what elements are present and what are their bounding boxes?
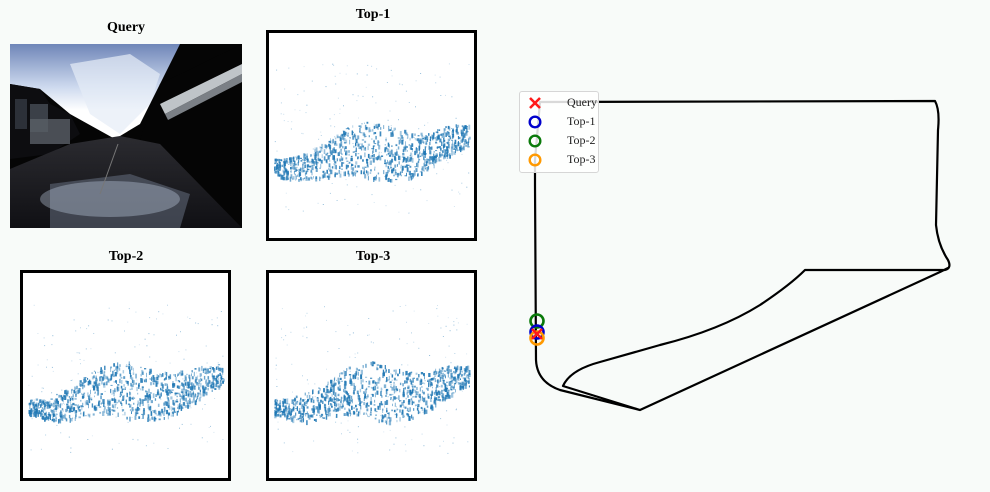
legend-item-top2: Top-2 — [526, 132, 598, 150]
top1-title: Top-1 — [355, 7, 391, 22]
circle-marker-icon — [528, 115, 542, 129]
top1-marker — [529, 324, 545, 340]
point-cloud-points — [274, 304, 471, 454]
query-camera-image — [10, 44, 242, 228]
top3-title: Top-3 — [355, 249, 391, 264]
top2-title: Top-2 — [108, 249, 144, 264]
top2-point-cloud — [20, 270, 231, 481]
trajectory-path — [533, 99, 951, 412]
top2-marker — [529, 313, 545, 329]
circle-marker-icon — [528, 153, 542, 167]
query-marker — [531, 328, 543, 340]
point-cloud-points — [274, 63, 471, 214]
trajectory-map — [500, 60, 980, 440]
query-title: Query — [106, 20, 146, 35]
legend: Query Top-1 Top-2 Top-3 — [519, 91, 599, 173]
legend-item-top3: Top-3 — [526, 151, 598, 169]
legend-label: Top-1 — [567, 114, 596, 128]
legend-label: Top-3 — [567, 152, 596, 166]
legend-item-query: Query — [526, 94, 598, 112]
legend-label: Top-2 — [567, 133, 596, 147]
circle-marker-icon — [528, 134, 542, 148]
point-cloud-points — [28, 304, 225, 453]
legend-item-top1: Top-1 — [526, 113, 598, 131]
x-marker-icon — [529, 97, 541, 109]
top1-point-cloud — [266, 30, 477, 241]
top3-marker — [529, 330, 545, 346]
legend-label: Query — [567, 95, 597, 109]
top3-point-cloud — [266, 270, 477, 481]
